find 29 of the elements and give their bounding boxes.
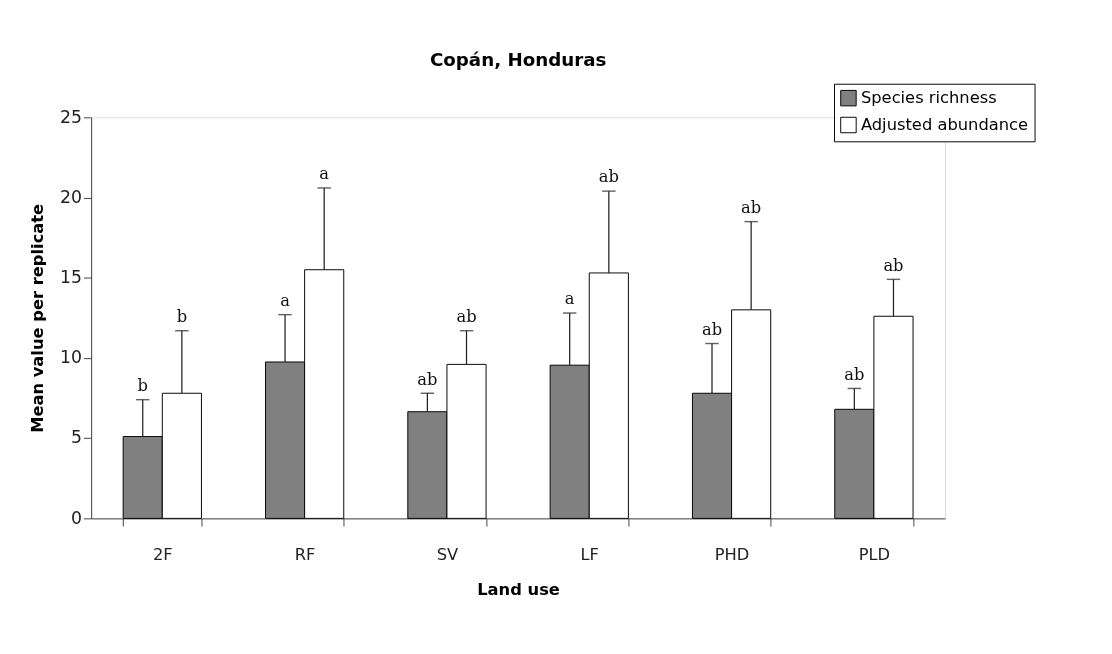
x-tick-label: LF xyxy=(580,545,599,565)
annotation: a xyxy=(280,291,291,311)
chart-title: Copán, Honduras xyxy=(429,49,607,70)
annotation: ab xyxy=(844,364,865,384)
y-tick-label: 0 xyxy=(71,507,83,528)
y-tick-label: 5 xyxy=(71,427,83,448)
annotation: ab xyxy=(417,369,438,389)
y-tick-label: 20 xyxy=(60,186,83,207)
x-tick-label: PHD xyxy=(714,545,750,565)
legend-label: Adjusted abundance xyxy=(860,114,1029,134)
x-axis-title: Land use xyxy=(477,579,560,599)
annotation: ab xyxy=(741,197,762,217)
y-tick-label: 15 xyxy=(60,267,83,288)
annotation: ab xyxy=(456,307,477,327)
annotation: a xyxy=(319,164,330,184)
x-tick-label: PLD xyxy=(858,545,891,565)
annotation: a xyxy=(564,289,575,309)
legend-label: Species richness xyxy=(860,87,997,107)
annotation: ab xyxy=(883,255,904,275)
y-tick-label: 25 xyxy=(60,106,83,127)
annotation: ab xyxy=(598,167,619,187)
annotation: b xyxy=(137,376,148,396)
annotation: b xyxy=(176,307,188,327)
y-axis-title: Mean value per replicate xyxy=(27,203,47,433)
annotation: ab xyxy=(701,319,723,339)
x-tick-label: RF xyxy=(294,545,316,565)
x-tick-label: 2F xyxy=(152,545,173,565)
y-tick-label: 10 xyxy=(60,347,83,368)
x-tick-label: SV xyxy=(436,545,460,565)
